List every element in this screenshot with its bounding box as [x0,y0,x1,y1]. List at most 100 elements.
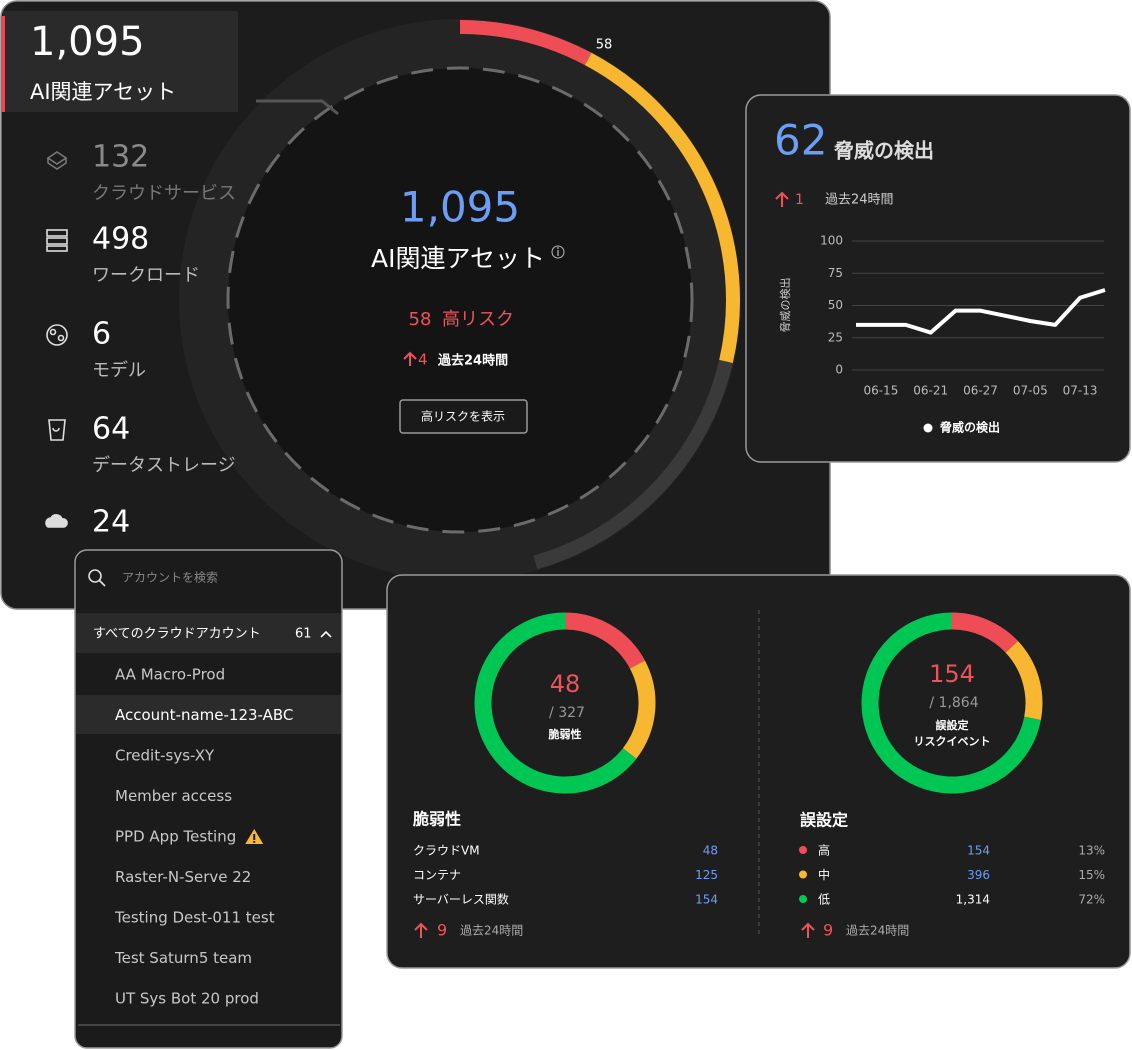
row-value: 396 [967,868,990,882]
misconfig-total: / 1,864 [929,695,978,711]
threat-period: 過去24時間 [825,193,894,208]
button-bg[interactable] [399,399,528,434]
row-name: 低 [818,893,830,907]
vuln-count: 48 [550,670,581,698]
gauge-arc-label: 58 [596,38,613,53]
search-icon-handle [98,579,106,587]
row-name: コンテナ [413,868,461,882]
legend-marker [923,423,933,433]
account-item[interactable]: Account-name-123-ABC [115,706,293,724]
y-axis-label: 脅威の検出 [778,278,792,333]
threat-value: 62 [774,116,827,165]
group-count[interactable]: 61 [295,627,312,642]
account-item[interactable]: Member access [115,787,232,805]
y-tick-label: 75 [828,266,843,280]
row-percent: 72% [1078,893,1105,907]
gauge-period: 過去24時間 [437,353,508,369]
account-list: AA Macro-Prod Account-name-123-ABC Credit-… [114,666,293,1008]
icon-model [46,324,68,346]
vuln-total: / 327 [549,705,585,721]
account-panel: アカウントを検索 すべてのクラウドアカウント 61 AA Macro-ProdA… [74,549,343,1049]
misconfig-title: 誤設定 [800,811,848,830]
account-item[interactable]: Testing Dest-011 test [114,909,275,927]
x-tick-label: 07-05 [1013,384,1048,398]
high-risk-label: 高リスク [442,309,514,330]
gauge-medium [584,52,740,363]
x-tick-label: 06-15 [863,384,898,398]
icon-cloud-service [46,151,68,170]
row-name: クラウドVM [413,844,480,858]
row-name: 高 [818,843,830,858]
up-arrow [414,922,428,938]
asset-value: 498 [92,222,149,257]
button-label[interactable]: 高リスクを表示 [421,409,505,424]
warning-dot [253,841,256,843]
x-tick-label: 06-27 [963,384,998,398]
y-tick-label: 100 [820,234,843,248]
connector [256,99,339,116]
gauge-arcs [459,20,740,570]
account-group[interactable]: すべてのクラウドアカウント 61 [76,613,341,653]
panel-bg [74,549,343,1049]
row-value: 1,314 [956,893,990,907]
account-item[interactable]: PPD App Testing [115,828,236,846]
line-series [856,288,1106,335]
account-item[interactable]: Raster-N-Serve 22 [115,868,251,886]
vuln-rows: クラウドVM 48 コンテナ 125 サーバーレス関数 154 [413,844,718,907]
total-accent [1,16,5,112]
gauge-high-risk [459,20,592,66]
line-chart: 0 25 50 75 100 06-15 06-21 06-27 07-05 07-13 脅威の検出 [820,234,1106,435]
selected-row [76,695,341,734]
misconfig-label: リスクイベント [914,735,991,748]
row-value: 154 [967,844,990,858]
group-bg[interactable] [76,613,341,653]
icon-storage [48,419,66,441]
misconfig-label: 誤設定 [936,718,969,732]
asset-icons [45,151,68,528]
legend-label: 脅威の検出 [939,420,1000,435]
search-box[interactable]: アカウントを検索 [88,569,218,587]
donut-segment [861,612,1041,794]
donut-segment [1005,641,1043,720]
asset-value: 132 [92,140,149,175]
chevron[interactable] [320,630,332,638]
y-tick-label: 0 [835,363,843,377]
row-dot [799,846,807,854]
search-placeholder[interactable]: アカウントを検索 [122,571,218,585]
row-value: 154 [695,893,718,907]
account-item[interactable]: AA Macro-Prod [115,666,225,684]
show-high-risk-button[interactable]: 高リスクを表示 [399,399,528,434]
asset-list: 132 クラウドサービス 498 ワークロード 6 モデル 64 データストレージ 24 [92,140,236,540]
warning-mark [253,834,256,840]
misconfig-count: 154 [929,660,975,688]
asset-label: クラウドサービス [92,183,236,204]
x-tick-label: 07-13 [1063,384,1098,398]
risk-panel: 48 / 327 脆弱性 154 / 1,864 誤設定 リスクイベント 脆弱性… [386,574,1131,969]
donut-segment [564,612,645,669]
gauge-change: 4 [418,351,428,369]
high-risk-value: 58 [409,309,432,330]
threat-change: 1 [795,192,804,208]
account-item[interactable]: Test Saturn5 team [114,949,252,967]
vuln-label: 脆弱性 [548,727,582,741]
account-item[interactable]: Credit-sys-XY [115,747,215,765]
asset-value: 64 [92,412,130,447]
vuln-period: 過去24時間 [460,924,523,938]
row-value: 125 [695,868,718,882]
donut-segment [622,660,656,759]
gauge-total: 1,095 [400,183,520,232]
gauge-band [179,19,741,581]
row-percent: 13% [1078,844,1105,858]
group-label[interactable]: すべてのクラウドアカウント [93,627,261,642]
vuln-change: 9 [437,921,447,940]
x-tick-label: 06-21 [913,384,948,398]
row-value: 48 [703,844,718,858]
icon-other [45,514,68,528]
donuts [474,612,1043,794]
asset-label: ワークロード [92,265,200,286]
donut-segment [474,612,637,794]
account-item[interactable]: UT Sys Bot 20 prod [115,990,259,1008]
gauge-label: AI関連アセット [371,244,545,273]
